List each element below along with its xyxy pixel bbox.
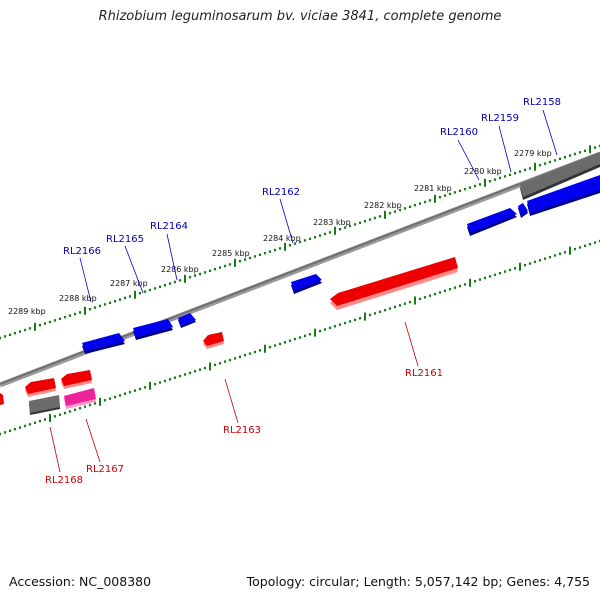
gene-label-rl2164: RL2164 <box>150 221 188 232</box>
kbp-label: 2288 kbp <box>59 294 97 303</box>
kbp-label: 2282 kbp <box>364 201 402 210</box>
gene-label-rl2158: RL2158 <box>523 97 561 108</box>
outer-tick-ring <box>0 144 600 340</box>
reverse-genes <box>0 257 458 409</box>
forward-gene-labels: RL2158 RL2159 RL2160 RL2162 RL2164 RL216… <box>63 97 561 257</box>
gene-arrow-rl2164 <box>178 313 196 328</box>
kbp-label: 2285 kbp <box>212 249 250 258</box>
grey-gene <box>520 152 600 197</box>
gene-arrow-rl2159 <box>518 203 528 218</box>
reverse-leader-lines <box>49 321 419 473</box>
forward-genes <box>82 175 600 354</box>
gene-label-rl2163: RL2163 <box>223 425 261 436</box>
gene-arrow-rl2160 <box>467 208 517 236</box>
gene-arrow-rl2161 <box>330 257 458 310</box>
gene-arrow-partial <box>0 393 4 405</box>
gene-label-rl2168: RL2168 <box>45 475 83 486</box>
forward-leader-lines <box>79 109 558 303</box>
inner-tick-ring <box>0 239 600 436</box>
gene-arrow-rl2167-red <box>61 370 92 389</box>
gene-arrow-rl2158 <box>527 175 600 216</box>
gene-arrow-rl2168 <box>25 378 56 397</box>
kbp-label: 2284 kbp <box>263 234 301 243</box>
kbp-label: 2280 kbp <box>464 167 502 176</box>
kbp-label: 2283 kbp <box>313 218 351 227</box>
gene-arrow-rl2165 <box>133 319 173 340</box>
kbp-label: 2286 kbp <box>161 265 199 274</box>
gene-label-rl2167: RL2167 <box>86 464 124 475</box>
grey-gene <box>29 395 60 413</box>
kbp-label: 2289 kbp <box>8 307 46 316</box>
gene-label-rl2161: RL2161 <box>405 368 443 379</box>
accession-text: Accession: NC_008380 <box>9 574 152 589</box>
kbp-label: 2287 kbp <box>110 279 148 288</box>
gene-label-rl2160: RL2160 <box>440 127 478 138</box>
gene-label-rl2159: RL2159 <box>481 113 519 124</box>
page-title: Rhizobium leguminosarum bv. viciae 3841,… <box>98 9 502 24</box>
gene-label-rl2166: RL2166 <box>63 246 101 257</box>
topology-text: Topology: circular; Length: 5,057,142 bp… <box>246 574 590 589</box>
kbp-label: 2281 kbp <box>414 184 452 193</box>
gene-arrow-rl2167 <box>64 388 96 409</box>
kbp-label: 2279 kbp <box>514 149 552 158</box>
gene-arrow-rl2162 <box>291 274 322 294</box>
kbp-labels: 2279 kbp 2280 kbp 2281 kbp 2282 kbp 2283… <box>8 149 552 316</box>
reverse-gene-labels: RL2161 RL2163 RL2167 RL2168 <box>45 368 443 486</box>
gene-arrow-rl2163 <box>203 332 224 349</box>
gene-label-rl2162: RL2162 <box>262 187 300 198</box>
gene-arrow-rl2166 <box>82 333 125 354</box>
grey-features <box>29 152 600 415</box>
gene-label-rl2165: RL2165 <box>106 234 144 245</box>
